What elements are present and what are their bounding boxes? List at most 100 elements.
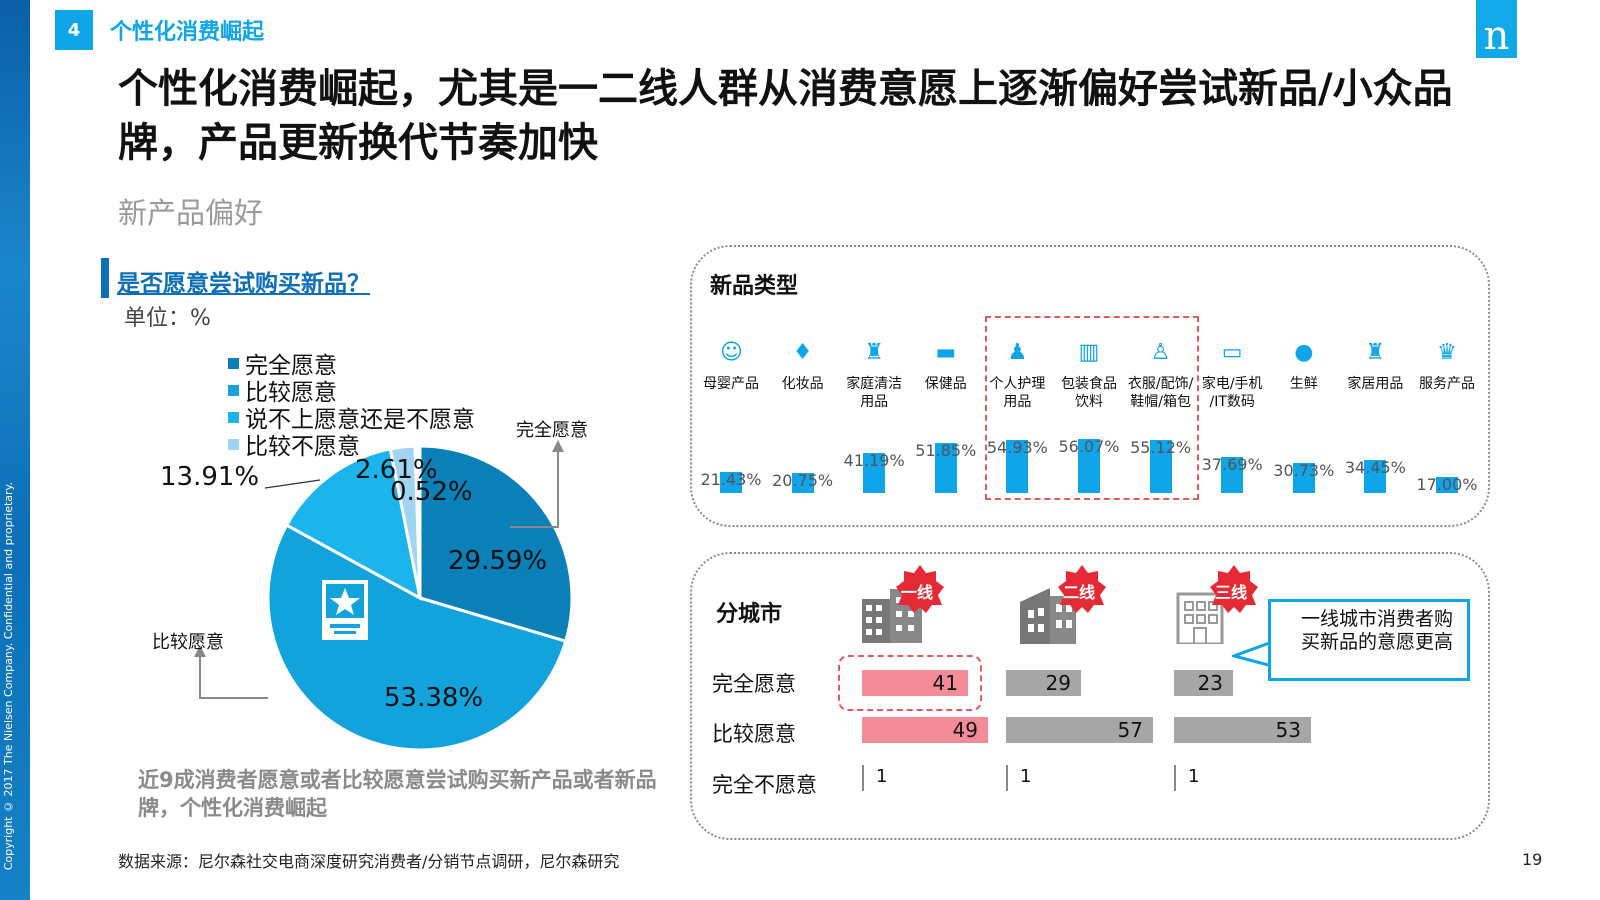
category-label: 母婴产品 (703, 376, 759, 392)
bar-value-label: 54.93% (986, 437, 1048, 457)
tier-badge-icon (896, 565, 944, 613)
product-type-panel (690, 245, 1490, 527)
product-type-bar (1221, 456, 1244, 493)
new-product-badge-icon (322, 580, 368, 640)
city-tier-panel (690, 552, 1490, 840)
city-bar-value: 1 (1020, 766, 1032, 787)
insight-note: 近9成消费者愿意或者比较愿意尝试购买新产品或者新品牌，个性化消费崛起 (138, 768, 657, 820)
product-type-bar (720, 472, 742, 493)
city-bar-tick (862, 765, 864, 791)
category-label: 家居用品 (1347, 376, 1404, 392)
category-label: 个人护理 用品 (989, 376, 1046, 410)
callout-line-left (199, 655, 268, 699)
nielsen-logo: n (1476, 0, 1517, 58)
city-bar: 57 (1006, 717, 1153, 743)
category-icon: ♜ (1365, 340, 1386, 365)
highlight-box (838, 655, 982, 711)
bar-value-label: 51.85% (915, 440, 977, 460)
tier-badge-icon (1210, 565, 1258, 613)
bar-value-label: 30.73% (1273, 461, 1335, 481)
tier-badge-label: 三线 (1215, 583, 1248, 602)
row-label: 比较愿意 (712, 722, 796, 746)
bar-value-label: 34.45% (1344, 457, 1406, 477)
category-label: 服务产品 (1419, 376, 1475, 392)
category-label: 家电/手机/IT数码 (1201, 376, 1263, 410)
pie-slice (284, 447, 423, 601)
unit-label: 单位：% (124, 306, 211, 331)
category-label: 家庭清洁 用品 (846, 376, 903, 410)
legend-swatch (228, 438, 239, 450)
tier-badge-label: 一线 (901, 583, 934, 602)
page-title: 个性化消费崛起，尤其是一二线人群从消费意愿上逐渐偏好尝试新品/小众品牌，产品更新… (118, 66, 1453, 166)
category-label: 生鲜 (1289, 376, 1318, 392)
city-bar: 53 (1174, 717, 1311, 743)
category-icon: ▬ (935, 340, 957, 365)
legend-label: 比较愿意 (245, 380, 337, 406)
legend-label: 说不上愿意还是不愿意 (245, 407, 475, 433)
category-icon: ♛ (1437, 340, 1457, 365)
pie-value-label: 13.91% (160, 462, 260, 492)
city-bar: 23 (1174, 670, 1233, 696)
legend-item: 比较不愿意 (228, 427, 360, 461)
city-bar-tick (1006, 765, 1008, 791)
legend-item: 比较愿意 (228, 373, 337, 407)
legend-swatch (228, 411, 239, 423)
pie-value-label: 53.38% (384, 683, 484, 713)
product-type-bar (1078, 438, 1100, 493)
city-bar: 41 (862, 670, 968, 696)
product-type-bar (863, 453, 886, 493)
category-icon: ♙ (1150, 340, 1171, 365)
callout-fully-willing: 完全愿意 (516, 420, 588, 441)
bar-value-label: 21.43% (700, 470, 762, 490)
section-title: 个性化消费崛起 (110, 20, 265, 45)
product-type-bar (934, 442, 957, 493)
callout-line-top (510, 450, 559, 528)
product-type-bar (1006, 439, 1029, 493)
city-bar-value: 1 (1188, 766, 1200, 787)
product-type-bar (1149, 439, 1172, 493)
pie-value-label: 29.59% (448, 546, 548, 576)
city-bar-value: 1 (876, 766, 888, 787)
page-number: 19 (1522, 850, 1543, 869)
category-label: 保健品 (924, 376, 967, 392)
legend-swatch (228, 357, 239, 369)
product-type-bar (791, 472, 814, 493)
pie-chart (194, 440, 574, 752)
legend-label: 完全愿意 (245, 353, 337, 379)
city-bar: 29 (1006, 670, 1081, 696)
pie-value-label: 0.52% (390, 477, 473, 507)
bar-value-label: 20.75% (772, 470, 834, 490)
city-bar: 49 (862, 717, 988, 743)
section-number: 4 (55, 10, 93, 50)
product-type-title: 新品类型 (710, 274, 799, 299)
label-leader-line (264, 479, 321, 489)
pie-slice (418, 444, 574, 644)
category-icon: ▭ (1221, 340, 1243, 365)
bar-value-label: 37.69% (1201, 454, 1263, 474)
category-label: 化妆品 (781, 376, 824, 392)
legend-swatch (228, 384, 239, 396)
city-tier-title: 分城市 (716, 602, 783, 627)
bubble-pointer (1232, 640, 1272, 668)
bar-value-label: 55.12% (1130, 437, 1192, 457)
product-type-bar (1436, 476, 1458, 493)
category-icon: ♦ (792, 340, 813, 365)
city-bar-tick (1174, 765, 1176, 791)
highlight-box (985, 316, 1199, 500)
legend-item: 说不上愿意还是不愿意 (228, 400, 475, 434)
tier-badge-label: 二线 (1063, 583, 1096, 602)
page-subtitle: 新产品偏好 (118, 196, 264, 230)
building-icon (1020, 588, 1076, 644)
building-icon (1176, 592, 1224, 644)
category-icon: ♟ (1007, 340, 1028, 365)
category-icon: ♜ (864, 340, 885, 365)
insight-bubble: 一线城市消费者购买新品的意愿更高 (1268, 599, 1470, 681)
tier-badge-icon (1058, 565, 1106, 613)
pie-question-title: 是否愿意尝试购买新品？ (117, 271, 370, 297)
bar-value-label: 17.00% (1416, 474, 1478, 494)
row-label: 完全不愿意 (712, 773, 817, 797)
category-icon: ▥ (1078, 340, 1100, 365)
arrow-up-icon (552, 440, 564, 452)
category-label: 衣服/配饰/鞋帽/箱包 (1127, 376, 1194, 410)
pie-slice (413, 444, 422, 599)
